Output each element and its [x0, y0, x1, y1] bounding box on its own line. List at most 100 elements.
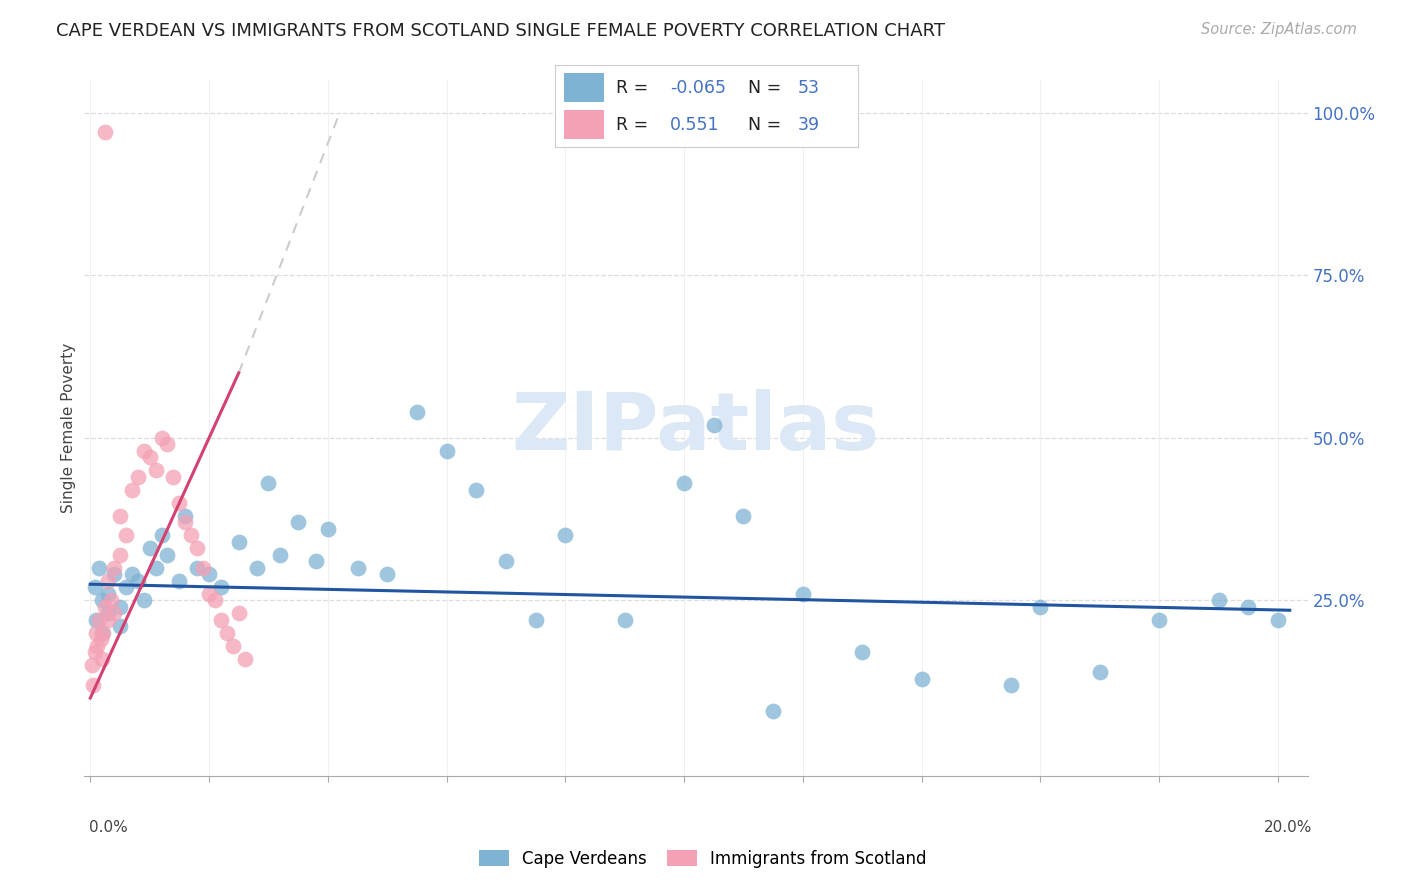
Point — [132, 444, 155, 458]
Point — [80, 658, 103, 673]
Point — [121, 483, 143, 497]
Point — [495, 554, 517, 568]
Point — [108, 599, 131, 614]
Point — [198, 567, 221, 582]
Point — [89, 613, 111, 627]
Point — [1029, 599, 1052, 614]
Point — [287, 516, 309, 530]
Point — [762, 704, 785, 718]
Point — [222, 639, 245, 653]
Point — [436, 444, 458, 458]
Point — [84, 626, 107, 640]
Point — [82, 678, 104, 692]
Y-axis label: Single Female Poverty: Single Female Poverty — [60, 343, 76, 513]
Point — [1147, 613, 1170, 627]
Text: 0.551: 0.551 — [671, 116, 720, 134]
Point — [93, 626, 115, 640]
Point — [613, 613, 636, 627]
Point — [127, 470, 149, 484]
Point — [94, 125, 117, 139]
Point — [90, 632, 112, 647]
Point — [108, 508, 131, 523]
Text: 0.0%: 0.0% — [89, 821, 128, 835]
Point — [174, 516, 197, 530]
Point — [97, 574, 120, 588]
Point — [150, 528, 173, 542]
Point — [162, 470, 184, 484]
Point — [103, 607, 125, 621]
Point — [180, 528, 202, 542]
Point — [97, 613, 120, 627]
Point — [103, 567, 125, 582]
Point — [91, 626, 114, 640]
Point — [169, 574, 191, 588]
Point — [204, 593, 226, 607]
Text: 39: 39 — [797, 116, 820, 134]
Point — [1088, 665, 1111, 679]
Point — [346, 561, 368, 575]
Point — [375, 567, 398, 582]
Point — [138, 450, 160, 465]
Point — [145, 463, 167, 477]
Text: 20.0%: 20.0% — [1264, 821, 1312, 835]
Point — [198, 587, 221, 601]
Point — [1208, 593, 1230, 607]
Point — [233, 652, 256, 666]
Point — [191, 561, 214, 575]
Point — [1237, 599, 1260, 614]
Text: 53: 53 — [797, 78, 820, 96]
Point — [703, 417, 725, 432]
Point — [115, 528, 138, 542]
Point — [269, 548, 291, 562]
Point — [209, 613, 232, 627]
Point — [673, 476, 696, 491]
Point — [465, 483, 488, 497]
Text: R =: R = — [616, 116, 654, 134]
Point — [100, 593, 122, 607]
Point — [127, 574, 149, 588]
Point — [257, 476, 280, 491]
Point — [97, 607, 120, 621]
Point — [169, 496, 191, 510]
Point — [103, 561, 125, 575]
Text: R =: R = — [616, 78, 654, 96]
Point — [554, 528, 576, 542]
Point — [406, 405, 429, 419]
Point — [186, 561, 208, 575]
Text: N =: N = — [737, 78, 786, 96]
Bar — [564, 111, 603, 139]
Point — [86, 639, 108, 653]
Point — [524, 613, 547, 627]
Point — [150, 431, 173, 445]
Point — [305, 554, 328, 568]
Point — [145, 561, 167, 575]
Point — [792, 587, 814, 601]
Point — [108, 619, 131, 633]
Point — [228, 607, 250, 621]
Bar — [564, 73, 603, 102]
Point — [156, 548, 179, 562]
Text: Source: ZipAtlas.com: Source: ZipAtlas.com — [1201, 22, 1357, 37]
Point — [1000, 678, 1022, 692]
Text: -0.065: -0.065 — [671, 78, 727, 96]
Text: ZIPatlas: ZIPatlas — [512, 389, 880, 467]
Text: CAPE VERDEAN VS IMMIGRANTS FROM SCOTLAND SINGLE FEMALE POVERTY CORRELATION CHART: CAPE VERDEAN VS IMMIGRANTS FROM SCOTLAND… — [56, 22, 945, 40]
Point — [89, 561, 111, 575]
Point — [1267, 613, 1289, 627]
Point — [94, 599, 117, 614]
Point — [91, 652, 114, 666]
Legend: Cape Verdeans, Immigrants from Scotland: Cape Verdeans, Immigrants from Scotland — [472, 844, 934, 875]
Point — [121, 567, 143, 582]
Point — [209, 581, 232, 595]
Point — [84, 581, 107, 595]
Point — [84, 645, 107, 659]
Point — [115, 581, 138, 595]
Point — [186, 541, 208, 556]
Point — [138, 541, 160, 556]
Point — [84, 613, 107, 627]
Point — [228, 535, 250, 549]
Point — [851, 645, 873, 659]
Point — [245, 561, 267, 575]
Point — [910, 672, 932, 686]
Point — [174, 508, 197, 523]
